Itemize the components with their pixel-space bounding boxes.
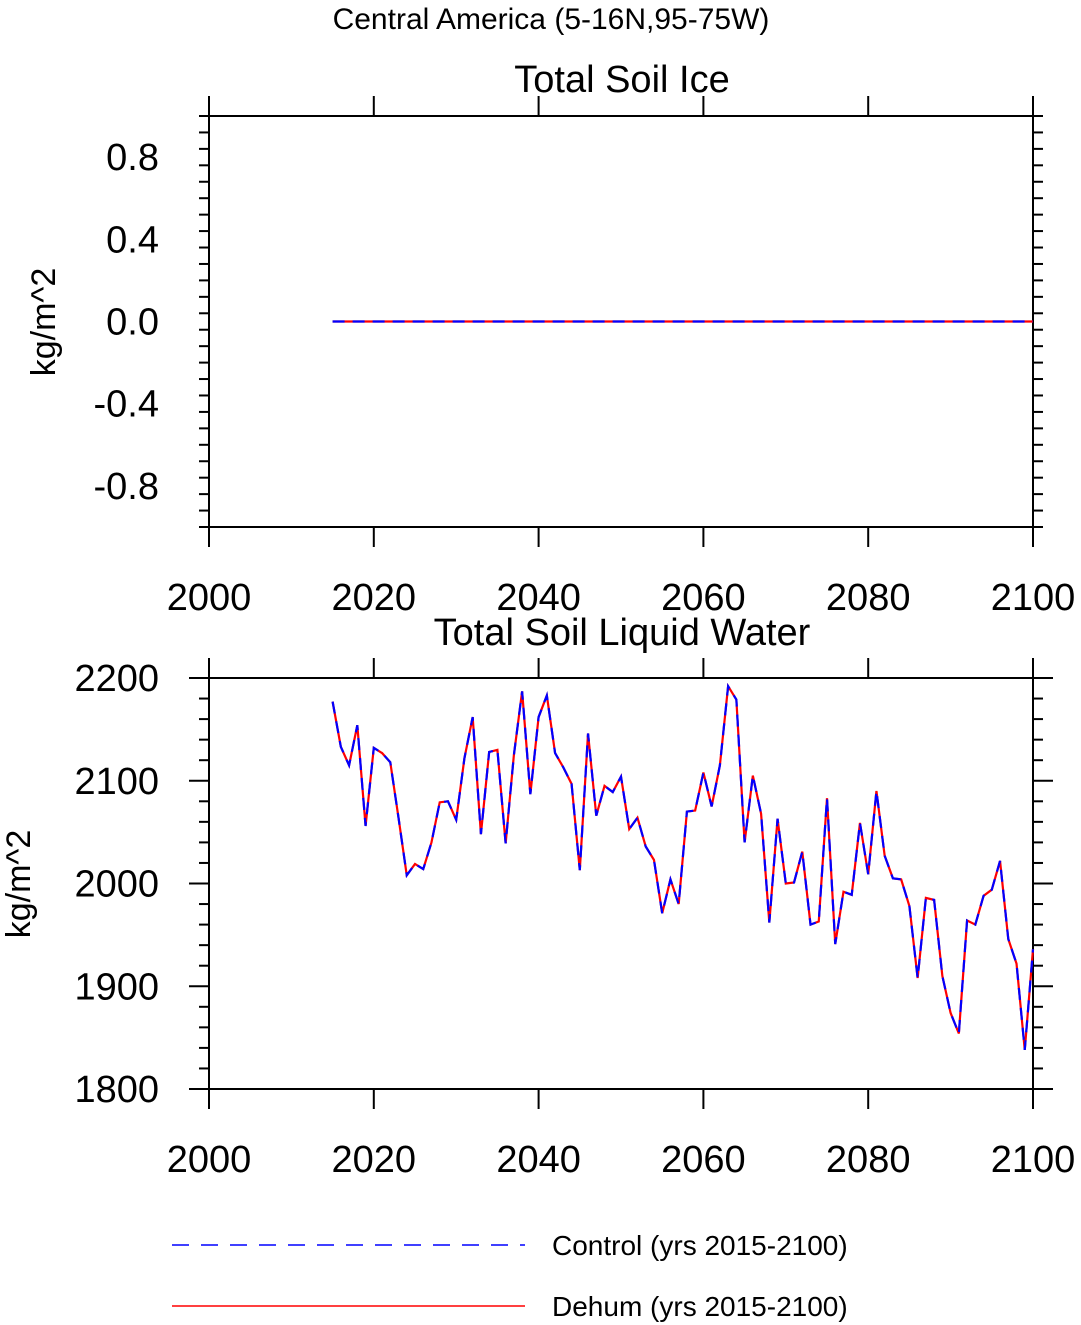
y-axis-ticks: -0.8 -0.4 0.0 0.4 0.8 [94, 115, 1043, 528]
x-tick-label: 2100 [991, 577, 1076, 619]
y-tick-label: 2000 [74, 864, 159, 906]
x-tick-label: 2040 [496, 577, 581, 619]
y-tick-label: 1900 [74, 966, 159, 1008]
y-axis-label: kg/m^2 [25, 268, 63, 377]
y-tick-label: -0.8 [94, 466, 159, 508]
y-tick-label: 0.4 [106, 219, 159, 261]
legend-label-control: Control (yrs 2015-2100) [552, 1230, 848, 1261]
x-tick-label: 2020 [332, 577, 417, 619]
suptitle: Central America (5-16N,95-75W) [333, 3, 770, 36]
x-tick-label: 2000 [167, 577, 252, 619]
x-axis-ticks: 2000 2020 2040 2060 2080 2100 [167, 96, 1076, 619]
y-tick-label: 0.8 [106, 137, 159, 179]
x-tick-label: 2060 [661, 577, 746, 619]
y-axis-label: kg/m^2 [0, 830, 38, 939]
y-axis-ticks: 1800 1900 2000 2100 2200 [74, 658, 1053, 1111]
y-tick-label: 0.0 [106, 302, 159, 344]
legend-label-dehum: Dehum (yrs 2015-2100) [552, 1291, 848, 1322]
y-tick-label: 2200 [74, 658, 159, 700]
legend: Control (yrs 2015-2100) Dehum (yrs 2015-… [172, 1230, 848, 1322]
y-tick-label: 1800 [74, 1069, 159, 1111]
x-tick-label: 2060 [661, 1139, 746, 1181]
y-tick-label: -0.4 [94, 384, 159, 426]
series-lines [331, 682, 1035, 1051]
panel-total-soil-ice: Total Soil Ice kg/m^2 2000 2020 2040 2060 20… [25, 59, 1075, 619]
x-tick-label: 2020 [332, 1139, 417, 1181]
x-tick-label: 2040 [496, 1139, 581, 1181]
y-tick-label: 2100 [74, 761, 159, 803]
plot-frame [208, 677, 1034, 1090]
x-tick-label: 2080 [826, 577, 911, 619]
panel-total-soil-liquid-water: Total Soil Liquid Water kg/m^2 2000 2020 2… [0, 612, 1075, 1181]
x-tick-label: 2080 [826, 1139, 911, 1181]
series-line-control [331, 682, 1035, 1051]
x-tick-label: 2100 [991, 1139, 1076, 1181]
panel-title: Total Soil Liquid Water [434, 612, 811, 654]
panel-title: Total Soil Ice [514, 59, 729, 101]
x-tick-label: 2000 [167, 1139, 252, 1181]
x-axis-ticks: 2000 2020 2040 2060 2080 2100 [167, 658, 1076, 1181]
